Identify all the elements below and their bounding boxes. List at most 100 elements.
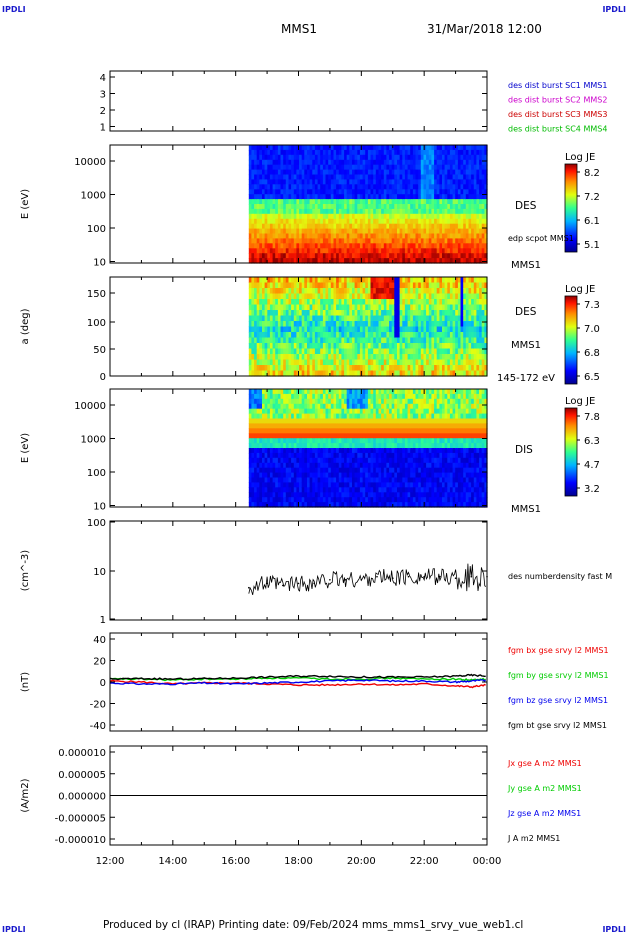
- spectrogram-cell: [420, 277, 424, 284]
- spectrogram-cell: [312, 428, 316, 434]
- spectrogram-cell: [277, 189, 282, 195]
- spectrogram-cell: [307, 189, 311, 195]
- spectrogram-cell: [359, 179, 364, 185]
- spectrogram-cell: [397, 315, 401, 322]
- spectrogram-cell: [296, 204, 300, 210]
- spectrogram-cell: [359, 321, 364, 328]
- colorbar-tick-label: 7.3: [584, 300, 600, 311]
- spectrogram-cell: [269, 487, 274, 493]
- spectrogram-cell: [325, 208, 329, 215]
- spectrogram-cell: [375, 359, 379, 366]
- spectrogram-cell: [367, 248, 372, 254]
- spectrogram-cell: [402, 253, 406, 259]
- spectrogram-cell: [307, 233, 311, 239]
- spectrogram-cell: [447, 238, 451, 244]
- spectrogram-cell: [307, 502, 311, 508]
- spectrogram-cell: [254, 293, 258, 300]
- spectrogram-cell: [463, 370, 467, 377]
- spectrogram-cell: [322, 233, 327, 239]
- spectrogram-cell: [479, 343, 483, 350]
- spectrogram-cell: [259, 149, 263, 156]
- spectrogram-cell: [352, 418, 356, 424]
- spectrogram-cell: [399, 238, 403, 244]
- spectrogram-cell: [484, 213, 488, 220]
- spectrogram-cell: [338, 398, 342, 405]
- spectrogram-cell: [259, 482, 263, 488]
- spectrogram-cell: [357, 208, 361, 215]
- spectrogram-cell: [336, 310, 340, 317]
- spectrogram-cell: [407, 159, 411, 166]
- spectrogram-cell: [328, 288, 332, 295]
- spectrogram-cell: [407, 184, 411, 190]
- spectrogram-cell: [285, 433, 289, 439]
- spectrogram-cell: [338, 159, 342, 166]
- spectrogram-cell: [349, 467, 353, 474]
- spectrogram-cell: [415, 310, 419, 317]
- spectrogram-cell: [428, 258, 432, 264]
- spectrogram-cell: [283, 218, 287, 225]
- spectrogram-cell: [322, 299, 327, 306]
- spectrogram-cell: [285, 428, 289, 434]
- spectrogram-cell: [357, 497, 361, 503]
- spectrogram-cell: [309, 497, 313, 503]
- spectrogram-cell: [346, 189, 350, 195]
- spectrogram-cell: [349, 393, 353, 400]
- spectrogram-cell: [296, 438, 300, 444]
- spectrogram-cell: [397, 288, 401, 295]
- spectrogram-cell: [426, 159, 430, 166]
- spectrogram-cell: [288, 413, 292, 420]
- spectrogram-cell: [309, 354, 313, 361]
- spectrogram-cell: [375, 315, 379, 322]
- spectrogram-cell: [476, 348, 480, 355]
- spectrogram-cell: [344, 452, 348, 459]
- spectrogram-cell: [402, 238, 406, 244]
- spectrogram-cell: [296, 413, 300, 420]
- spectrogram-cell: [309, 233, 313, 239]
- spectrogram-cell: [269, 223, 274, 230]
- spectrogram-cell: [293, 337, 297, 344]
- spectrogram-cell: [378, 228, 382, 235]
- spectrogram-cell: [359, 299, 364, 306]
- spectrogram-cell: [275, 179, 279, 185]
- spectrogram-cell: [465, 299, 469, 306]
- spectrogram-cell: [367, 228, 372, 235]
- spectrogram-cell: [412, 343, 417, 350]
- spectrogram-cell: [341, 293, 345, 300]
- spectrogram-cell: [428, 145, 432, 151]
- spectrogram-cell: [307, 282, 311, 289]
- spectrogram-cell: [264, 428, 268, 434]
- spectrogram-cell: [389, 348, 393, 355]
- spectrogram-cell: [431, 208, 435, 215]
- spectrogram-cell: [460, 293, 464, 300]
- spectrogram-cell: [407, 145, 411, 151]
- spectrogram-cell: [277, 365, 282, 372]
- spectrogram-cell: [344, 189, 348, 195]
- spectrogram-cell: [410, 354, 414, 361]
- spectrogram-cell: [468, 248, 472, 254]
- spectrogram-cell: [352, 299, 356, 306]
- spectrogram-cell: [344, 243, 348, 249]
- spectrogram-cell: [262, 492, 266, 498]
- spectrogram-cell: [375, 326, 379, 333]
- spectrogram-cell: [375, 228, 379, 235]
- spectrogram-cell: [328, 293, 332, 300]
- spectrogram-cell: [439, 282, 443, 289]
- spectrogram-cell: [304, 487, 308, 493]
- spectrogram-cell: [375, 321, 379, 328]
- spectrogram-cell: [412, 204, 417, 210]
- spectrogram-cell: [481, 149, 485, 156]
- spectrogram-cell: [296, 315, 300, 322]
- spectrogram-cell: [415, 228, 419, 235]
- spectrogram-cell: [330, 448, 334, 454]
- spectrogram-cell: [256, 389, 260, 395]
- spectrogram-cell: [256, 359, 260, 366]
- spectrogram-cell: [262, 223, 266, 230]
- spectrogram-cell: [254, 332, 258, 339]
- spectrogram-cell: [381, 159, 385, 166]
- spectrogram-cell: [381, 145, 385, 151]
- spectrogram-cell: [251, 403, 255, 410]
- spectrogram-cell: [391, 253, 395, 259]
- spectrogram-cell: [402, 293, 406, 300]
- spectrogram-cell: [320, 472, 324, 479]
- spectrogram-cell: [254, 443, 258, 449]
